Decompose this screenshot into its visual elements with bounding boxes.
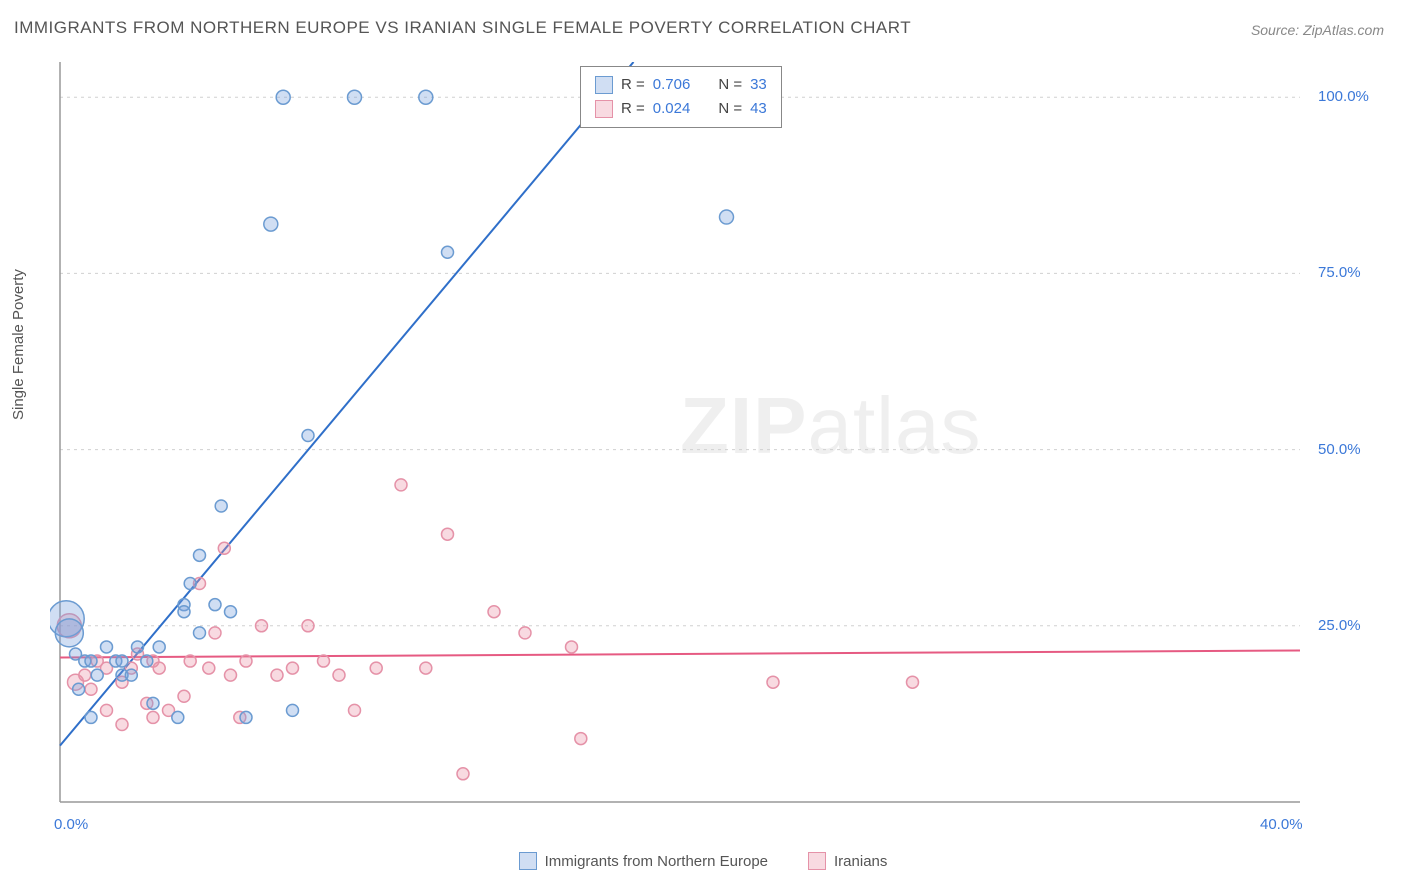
x-tick-label: 0.0% bbox=[54, 816, 88, 833]
legend-n-prefix: N = bbox=[718, 97, 742, 121]
scatter-chart-svg bbox=[50, 62, 1360, 842]
y-tick-label: 25.0% bbox=[1318, 617, 1361, 634]
legend-swatch-0 bbox=[519, 852, 537, 870]
legend-n-value-1: 43 bbox=[750, 97, 767, 121]
chart-area bbox=[50, 62, 1360, 822]
legend-r-value-1: 0.024 bbox=[653, 97, 691, 121]
legend-r-value-0: 0.706 bbox=[653, 73, 691, 97]
legend-swatch-0 bbox=[595, 76, 613, 94]
legend-r-prefix: R = bbox=[621, 73, 645, 97]
y-tick-label: 100.0% bbox=[1318, 88, 1369, 105]
series-legend-label-1: Iranians bbox=[834, 853, 887, 870]
correlation-legend-row-1: R = 0.024 N = 43 bbox=[595, 97, 767, 121]
y-axis-label: Single Female Poverty bbox=[10, 269, 27, 420]
series-legend: Immigrants from Northern Europe Iranians bbox=[0, 852, 1406, 870]
chart-title: IMMIGRANTS FROM NORTHERN EUROPE VS IRANI… bbox=[14, 18, 911, 38]
x-tick-label: 40.0% bbox=[1260, 816, 1303, 833]
legend-n-value-0: 33 bbox=[750, 73, 767, 97]
series-legend-label-0: Immigrants from Northern Europe bbox=[545, 853, 768, 870]
legend-swatch-1 bbox=[808, 852, 826, 870]
legend-r-prefix: R = bbox=[621, 97, 645, 121]
source-attribution: Source: ZipAtlas.com bbox=[1251, 22, 1384, 38]
y-tick-label: 75.0% bbox=[1318, 264, 1361, 281]
y-tick-label: 50.0% bbox=[1318, 441, 1361, 458]
series-legend-item-1: Iranians bbox=[808, 852, 887, 870]
series-legend-item-0: Immigrants from Northern Europe bbox=[519, 852, 768, 870]
correlation-legend-row-0: R = 0.706 N = 33 bbox=[595, 73, 767, 97]
legend-n-prefix: N = bbox=[718, 73, 742, 97]
legend-swatch-1 bbox=[595, 100, 613, 118]
correlation-legend: R = 0.706 N = 33 R = 0.024 N = 43 bbox=[580, 66, 782, 128]
